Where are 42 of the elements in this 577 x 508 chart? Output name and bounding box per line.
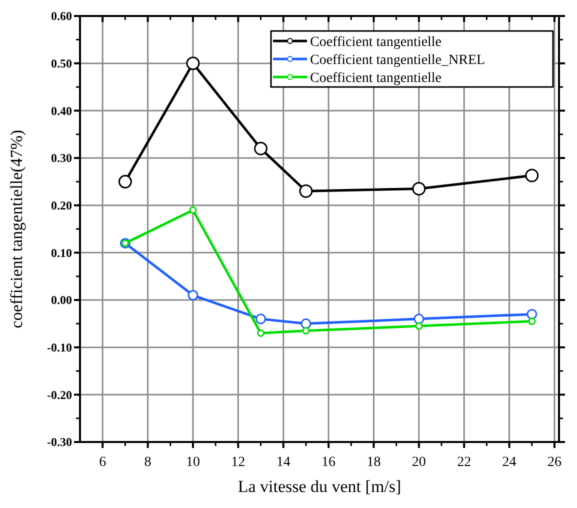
legend-label: Coefficient tangentielle <box>310 70 442 86</box>
y-tick-label: 0.00 <box>51 293 72 308</box>
point <box>186 56 200 70</box>
y-tick-label: 0.40 <box>51 104 72 118</box>
y-axis-title: coefficient tangentielle(47%) <box>7 130 26 328</box>
x-axis-title: La vitesse du vent [m/s] <box>238 477 402 496</box>
point <box>299 184 313 198</box>
x-tick-label: 14 <box>276 455 290 470</box>
point <box>256 314 266 324</box>
y-tick-label: 0.30 <box>51 151 72 166</box>
point <box>528 318 536 326</box>
x-tick-label: 18 <box>366 455 381 470</box>
y-tick-label: -0.20 <box>47 388 72 402</box>
point <box>300 318 312 329</box>
point <box>118 174 132 188</box>
point <box>526 308 538 320</box>
x-tick-label: 6 <box>99 455 106 470</box>
y-tick-label: -0.10 <box>47 340 72 355</box>
x-tick-label: 8 <box>144 455 152 470</box>
point <box>189 206 197 214</box>
y-tick-label: 0.60 <box>51 9 72 24</box>
point <box>415 322 423 330</box>
point <box>188 290 198 301</box>
y-tick-label: -0.30 <box>47 435 72 450</box>
point <box>525 168 539 182</box>
point <box>254 142 268 156</box>
y-tick-label: 0.10 <box>51 246 72 260</box>
x-tick-label: 20 <box>412 455 426 470</box>
y-tick-label: 0.50 <box>51 56 72 71</box>
point <box>412 182 426 196</box>
x-tick-label: 26 <box>547 455 562 470</box>
x-tick-label: 12 <box>231 455 246 470</box>
y-tick-label: 0.20 <box>51 198 72 213</box>
legend-label: Coefficient tangentielle_NREL <box>310 52 486 68</box>
x-tick-label: 22 <box>457 455 472 470</box>
point <box>257 329 265 337</box>
x-tick-label: 24 <box>502 455 516 470</box>
point <box>302 327 310 335</box>
x-tick-label: 16 <box>322 455 336 470</box>
point <box>414 314 424 324</box>
legend-label: Coefficient tangentielle <box>310 34 442 50</box>
x-tick-label: 10 <box>186 455 200 470</box>
